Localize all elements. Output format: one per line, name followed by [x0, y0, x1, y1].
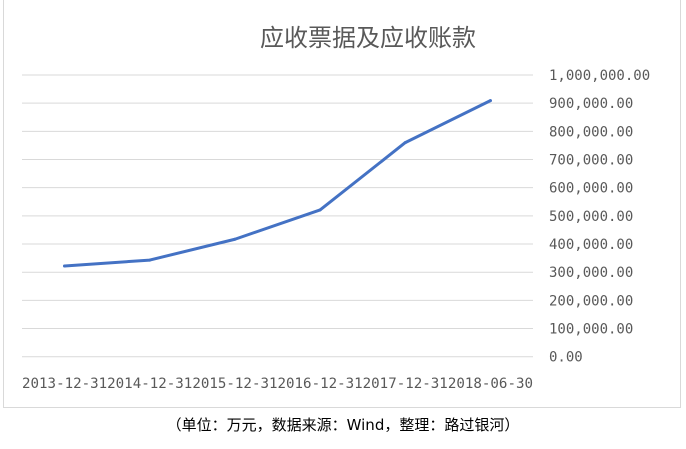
data-point: [318, 208, 322, 212]
x-tick-label: 2018-06-30: [448, 376, 533, 392]
data-point: [148, 258, 152, 262]
x-tick-label: 2013-12-31: [22, 376, 107, 392]
y-tick-label: 800,000.00: [549, 124, 633, 140]
y-tick-label: 1,000,000.00: [549, 68, 650, 84]
line-chart: 0.00 100,000.00 200,000.00 300,000.00 400,00…: [22, 68, 650, 392]
x-tick-label: 2014-12-31: [107, 376, 192, 392]
y-tick-label: 900,000.00: [549, 96, 633, 112]
chart-frame: [3, 0, 681, 408]
source-caption: （单位：万元，数据来源：Wind，整理：路过银河）: [166, 416, 520, 434]
y-tick-label: 200,000.00: [549, 293, 633, 309]
series-line: [63, 99, 492, 268]
y-tick-label: 400,000.00: [549, 237, 633, 253]
x-tick-label: 2016-12-31: [278, 376, 363, 392]
x-tick-label: 2015-12-31: [192, 376, 277, 392]
y-tick-label: 600,000.00: [549, 181, 633, 197]
y-tick-label: 700,000.00: [549, 153, 633, 169]
data-point: [488, 99, 492, 103]
y-tick-label: 100,000.00: [549, 322, 633, 338]
y-tick-label: 300,000.00: [549, 265, 633, 281]
data-point: [233, 237, 237, 241]
y-tick-label: 0.00: [549, 350, 583, 366]
x-tick-label: 2017-12-31: [363, 376, 448, 392]
data-point: [63, 264, 67, 268]
data-point: [403, 141, 407, 145]
chart-title: 应收票据及应收账款: [260, 24, 476, 52]
y-tick-label: 500,000.00: [549, 209, 633, 225]
